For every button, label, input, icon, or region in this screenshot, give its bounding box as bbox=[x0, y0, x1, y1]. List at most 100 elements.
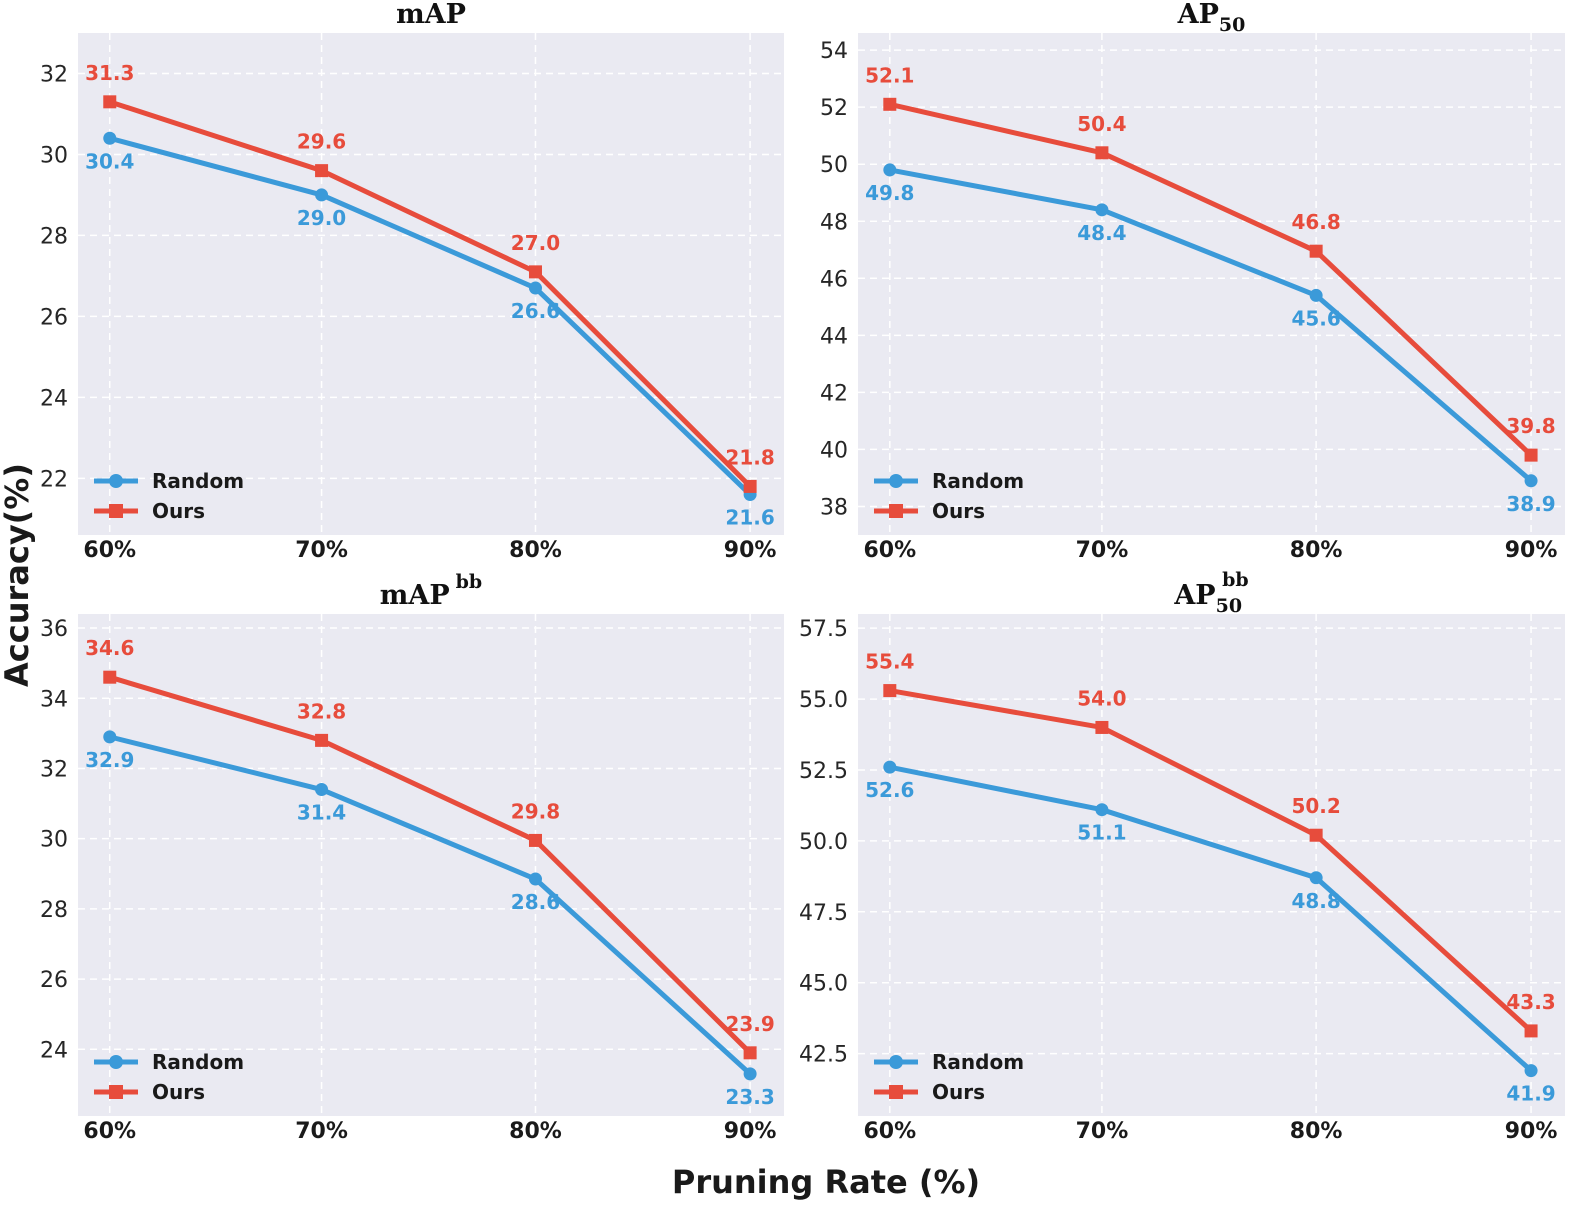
series-line-random bbox=[889, 764, 1533, 1073]
y-tick-label: 42 bbox=[820, 381, 848, 406]
data-label-random: 28.6 bbox=[511, 890, 560, 914]
legend: Random Ours bbox=[874, 1050, 1024, 1104]
y-tick-label: 26 bbox=[40, 968, 68, 993]
plot-area bbox=[858, 614, 1565, 1116]
y-tick-label: 54 bbox=[820, 39, 848, 64]
marker-random bbox=[883, 163, 897, 177]
marker-ours bbox=[743, 1046, 757, 1060]
data-label-ours: 50.4 bbox=[1077, 112, 1126, 136]
data-label-ours: 34.6 bbox=[85, 636, 134, 660]
x-tick-label: 60% bbox=[83, 538, 136, 563]
legend-label-random: Random bbox=[932, 469, 1024, 493]
data-label-random: 52.6 bbox=[865, 778, 914, 802]
marker-random bbox=[743, 1067, 757, 1081]
data-label-ours: 31.3 bbox=[85, 61, 134, 85]
data-label-ours: 27.0 bbox=[511, 231, 560, 255]
y-tick-label: 45.0 bbox=[799, 972, 848, 997]
marker-random bbox=[1309, 871, 1323, 885]
data-label-random: 51.1 bbox=[1077, 821, 1126, 845]
data-label-random: 49.8 bbox=[865, 181, 914, 205]
data-label-ours: 52.1 bbox=[865, 63, 914, 87]
marker-random bbox=[528, 281, 542, 295]
legend-marker-ours bbox=[889, 1085, 903, 1099]
y-tick-label: 46 bbox=[820, 267, 848, 292]
data-label-ours: 50.2 bbox=[1291, 794, 1340, 818]
y-tick-label: 47.5 bbox=[799, 901, 848, 926]
legend-marker-random bbox=[109, 1055, 123, 1069]
legend-marker-ours bbox=[109, 1085, 123, 1099]
marker-ours bbox=[883, 684, 897, 698]
y-tick-label: 26 bbox=[40, 305, 68, 330]
series-line-random bbox=[889, 167, 1533, 483]
data-label-ours: 29.8 bbox=[511, 799, 560, 823]
data-label-ours: 55.4 bbox=[865, 650, 914, 674]
marker-random bbox=[315, 783, 329, 797]
series-line-random bbox=[109, 135, 752, 497]
data-label-random: 41.9 bbox=[1506, 1082, 1555, 1106]
data-label-random: 32.9 bbox=[85, 748, 134, 772]
legend-label-random: Random bbox=[152, 1050, 244, 1074]
panel-title: mAP bb bbox=[380, 571, 482, 611]
legend-label-ours: Ours bbox=[932, 1080, 985, 1104]
marker-random bbox=[103, 131, 117, 145]
marker-ours bbox=[1309, 244, 1323, 258]
data-label-ours: 46.8 bbox=[1291, 210, 1340, 234]
marker-random bbox=[103, 730, 117, 744]
data-label-ours: 54.0 bbox=[1077, 686, 1126, 710]
legend-label-ours: Ours bbox=[152, 499, 205, 523]
legend-label-ours: Ours bbox=[932, 499, 985, 523]
marker-ours bbox=[1095, 720, 1109, 734]
marker-ours bbox=[103, 95, 117, 109]
data-label-ours: 43.3 bbox=[1506, 990, 1555, 1014]
plot-area bbox=[78, 33, 784, 535]
x-tick-label: 70% bbox=[295, 1119, 348, 1144]
x-tick-label: 90% bbox=[1505, 538, 1558, 563]
plot-area bbox=[858, 33, 1565, 535]
x-tick-label: 70% bbox=[295, 538, 348, 563]
x-tick-label: 80% bbox=[509, 538, 562, 563]
marker-random bbox=[1095, 803, 1109, 817]
marker-random bbox=[1095, 203, 1109, 217]
data-label-random: 48.4 bbox=[1077, 221, 1126, 245]
y-tick-label: 34 bbox=[40, 687, 68, 712]
marker-random bbox=[1524, 474, 1538, 488]
y-tick-label: 52 bbox=[820, 96, 848, 121]
y-tick-label: 50.0 bbox=[799, 830, 848, 855]
legend-label-random: Random bbox=[932, 1050, 1024, 1074]
legend-marker-random bbox=[109, 474, 123, 488]
marker-ours bbox=[103, 670, 117, 684]
x-tick-label: 60% bbox=[83, 1119, 136, 1144]
x-axis-label: Pruning Rate (%) bbox=[672, 1163, 980, 1201]
marker-ours bbox=[1524, 448, 1538, 462]
legend: Random Ours bbox=[94, 1050, 244, 1104]
y-tick-label: 32 bbox=[40, 62, 68, 87]
marker-ours bbox=[1309, 828, 1323, 842]
x-tick-label: 60% bbox=[863, 1119, 916, 1144]
data-label-random: 45.6 bbox=[1291, 306, 1340, 330]
data-label-random: 31.4 bbox=[297, 801, 346, 825]
y-tick-label: 50 bbox=[820, 153, 848, 178]
y-tick-label: 42.5 bbox=[799, 1043, 848, 1068]
legend-label-ours: Ours bbox=[152, 1080, 205, 1104]
data-label-ours: 23.9 bbox=[725, 1012, 774, 1036]
series-line-ours bbox=[108, 99, 752, 489]
y-tick-label: 52.5 bbox=[799, 759, 848, 784]
legend: Random Ours bbox=[874, 469, 1024, 523]
x-tick-label: 90% bbox=[724, 1119, 777, 1144]
y-tick-label: 24 bbox=[40, 386, 68, 411]
x-tick-label: 60% bbox=[863, 538, 916, 563]
data-label-ours: 29.6 bbox=[297, 130, 346, 154]
panel-title: AP50 bbox=[1177, 0, 1246, 36]
data-label-random: 38.9 bbox=[1506, 492, 1555, 516]
x-tick-label: 80% bbox=[1290, 1119, 1343, 1144]
x-tick-label: 80% bbox=[509, 1119, 562, 1144]
x-tick-label: 80% bbox=[1290, 538, 1343, 563]
y-tick-label: 28 bbox=[40, 224, 68, 249]
legend-marker-ours bbox=[109, 504, 123, 518]
data-label-random: 30.4 bbox=[85, 149, 134, 173]
legend-marker-random bbox=[889, 1055, 903, 1069]
series-line-ours bbox=[889, 688, 1533, 1033]
panel-title: mAP bbox=[396, 0, 466, 30]
x-tick-label: 90% bbox=[724, 538, 777, 563]
